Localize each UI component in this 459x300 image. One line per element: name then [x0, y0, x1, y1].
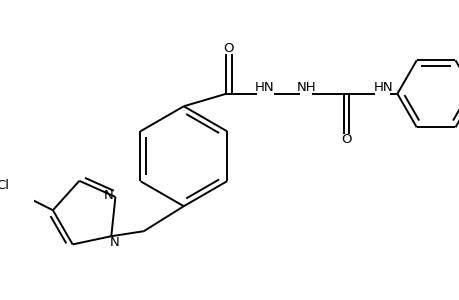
Text: HN: HN	[373, 81, 392, 94]
Text: O: O	[223, 42, 234, 55]
Text: O: O	[341, 133, 351, 146]
Text: NH: NH	[296, 81, 315, 94]
Text: N: N	[103, 189, 113, 202]
Text: Cl: Cl	[0, 179, 9, 192]
Text: N: N	[110, 236, 120, 249]
Text: HN: HN	[255, 81, 274, 94]
